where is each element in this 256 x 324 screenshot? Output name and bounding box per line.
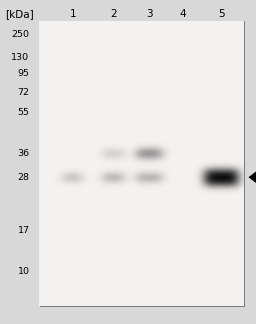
Text: 2: 2 bbox=[111, 9, 117, 18]
Text: 3: 3 bbox=[146, 9, 153, 18]
Text: 130: 130 bbox=[11, 53, 29, 62]
Text: 10: 10 bbox=[17, 267, 29, 276]
Text: [kDa]: [kDa] bbox=[5, 9, 34, 18]
Polygon shape bbox=[249, 169, 256, 185]
Text: 55: 55 bbox=[17, 108, 29, 117]
Text: 250: 250 bbox=[12, 30, 29, 39]
Text: 36: 36 bbox=[17, 149, 29, 158]
Bar bbox=[40, 21, 244, 306]
Text: 1: 1 bbox=[70, 9, 76, 18]
Text: 4: 4 bbox=[180, 9, 186, 18]
Text: 17: 17 bbox=[17, 226, 29, 235]
Text: 95: 95 bbox=[17, 69, 29, 78]
Text: 28: 28 bbox=[17, 173, 29, 182]
Text: 5: 5 bbox=[218, 9, 225, 18]
Text: 72: 72 bbox=[17, 87, 29, 97]
